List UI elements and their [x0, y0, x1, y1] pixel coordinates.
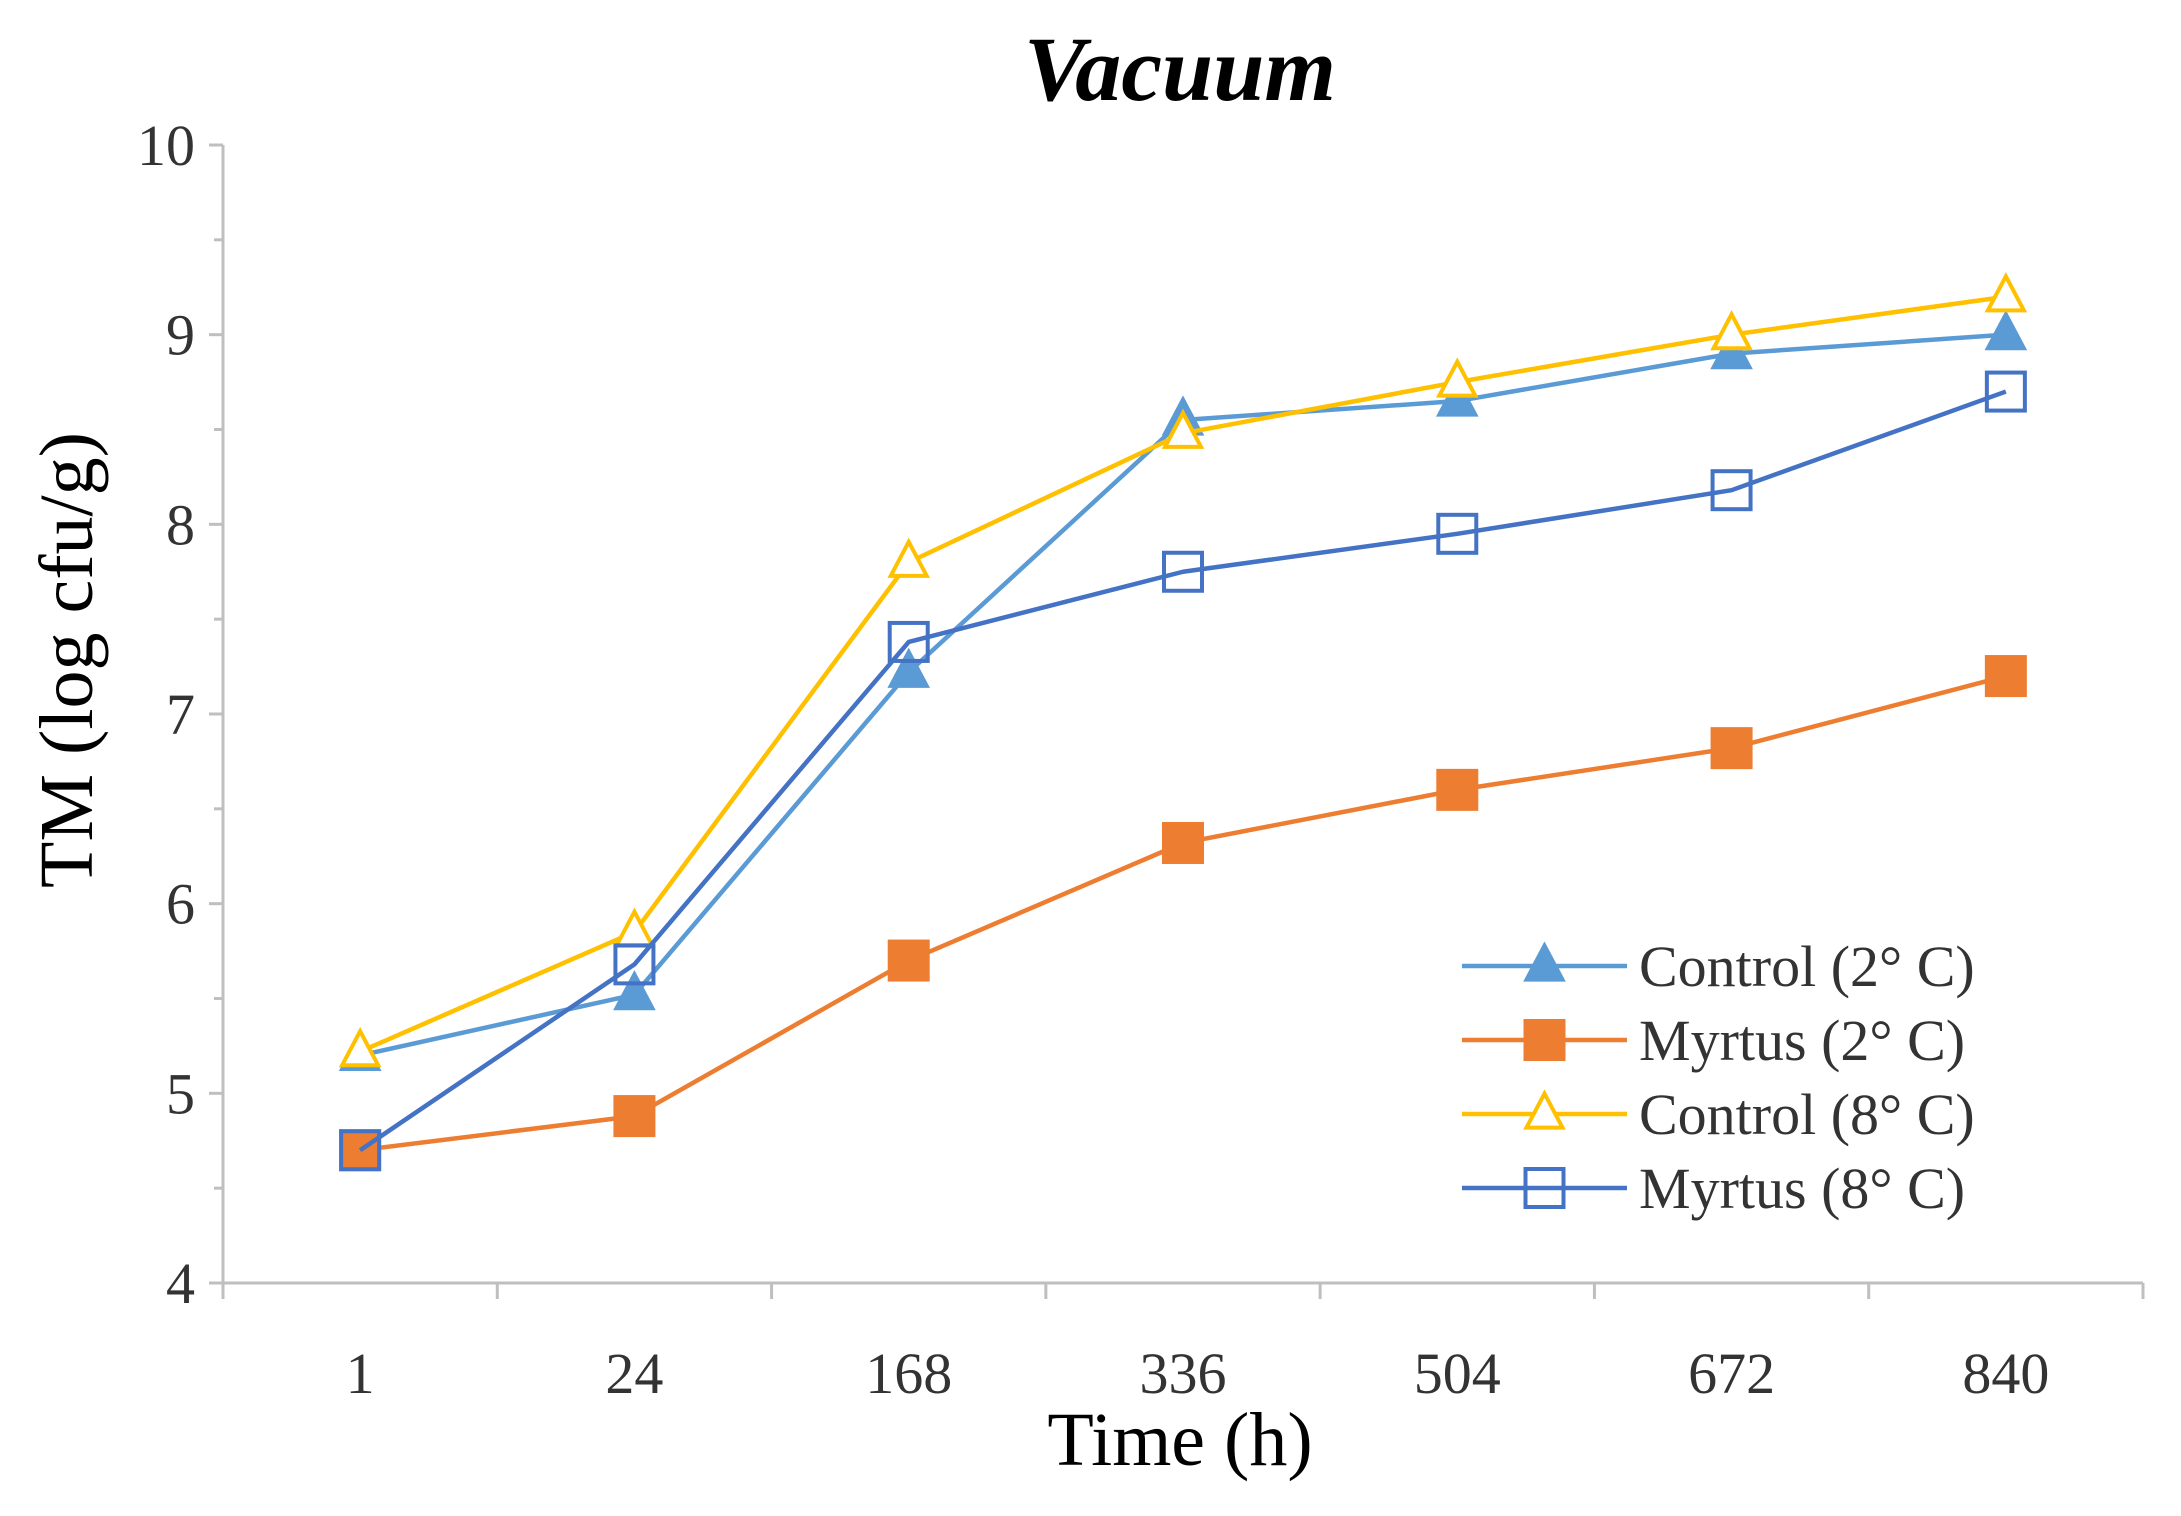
x-tick-label: 1 [346, 1341, 375, 1406]
data-point [613, 970, 656, 1011]
y-tick-label: 4 [166, 1251, 195, 1316]
axes: 4 5 6 7 8 9 10 1 24 168 336 504 672 840 [137, 113, 2145, 1406]
y-tick-label: 9 [166, 303, 195, 368]
x-axis-title: Time (h) [1047, 1398, 1312, 1482]
y-tick-label: 7 [166, 682, 195, 747]
data-point [1710, 309, 1753, 351]
y-tick-label: 8 [166, 492, 195, 557]
series-line [359, 673, 2007, 1153]
data-point [1162, 821, 1204, 864]
data-point [887, 939, 930, 982]
data-point [1710, 727, 1753, 770]
data-point [1984, 272, 2028, 313]
legend-marker [1523, 1019, 1566, 1061]
legend-item: Control (2° C) [1462, 934, 1975, 999]
data-point [613, 943, 656, 986]
x-tick-label: 336 [1140, 1341, 1227, 1406]
legend-item: Myrtus (8° C) [1462, 1156, 1965, 1221]
series-4 [339, 370, 2027, 1172]
data-point [887, 537, 931, 578]
legend-marker [1523, 1089, 1566, 1130]
x-tick-label: 672 [1688, 1341, 1775, 1406]
x-tick-label: 840 [1962, 1341, 2049, 1406]
legend-marker [1523, 1167, 1566, 1209]
data-point [1710, 469, 1753, 512]
legend: Control (2° C) Myrtus (2° C) Control (8° C… [1462, 934, 1975, 1221]
series-3 [338, 272, 2028, 1068]
data-point [1984, 655, 2027, 698]
data-point [613, 1095, 656, 1138]
legend-item: Control (8° C) [1462, 1082, 1975, 1147]
x-tick-label: 504 [1414, 1341, 1501, 1406]
data-point [1984, 309, 2028, 351]
data-point [887, 647, 931, 688]
y-tick-label: 10 [137, 113, 195, 178]
y-axis-title: TM (log cfu/g) [25, 432, 109, 888]
data-point [1435, 357, 1479, 398]
data-point [1984, 370, 2027, 413]
legend-label: Myrtus (2° C) [1639, 1008, 1965, 1073]
x-tick-label: 168 [865, 1341, 952, 1406]
data-point [1162, 550, 1204, 593]
data-point [1161, 408, 1205, 449]
legend-label: Control (2° C) [1639, 934, 1975, 999]
data-point [339, 1129, 382, 1172]
series-2 [339, 655, 2027, 1172]
series-line [358, 389, 2007, 1153]
data-point [887, 620, 930, 663]
y-tick-label: 5 [166, 1061, 195, 1126]
x-tick-label: 24 [605, 1341, 663, 1406]
legend-label: Control (8° C) [1639, 1082, 1975, 1147]
legend-item: Myrtus (2° C) [1462, 1008, 1965, 1073]
y-tick-label: 6 [166, 872, 195, 937]
chart-title: Vacuum [1024, 18, 1336, 120]
series-layer [338, 272, 2028, 1172]
data-point [1436, 768, 1479, 811]
legend-label: Myrtus (8° C) [1639, 1156, 1965, 1221]
data-point [338, 1026, 382, 1068]
data-point [1436, 512, 1479, 555]
legend-marker [1523, 941, 1566, 982]
